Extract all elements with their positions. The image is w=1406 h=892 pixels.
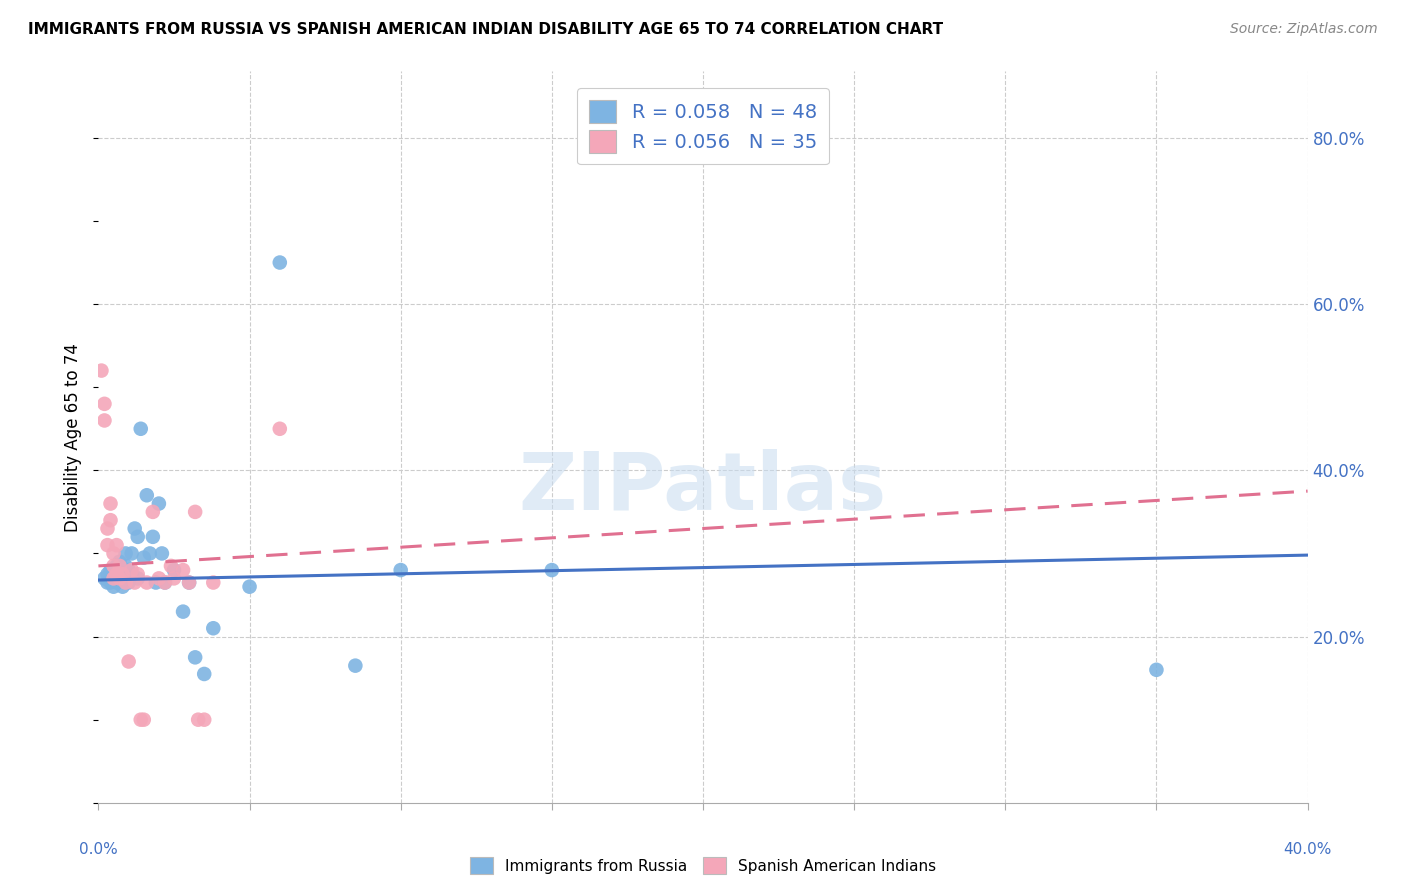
- Legend: R = 0.058   N = 48, R = 0.056   N = 35: R = 0.058 N = 48, R = 0.056 N = 35: [578, 88, 828, 164]
- Point: [111, 580, 134, 594]
- Point: [103, 580, 125, 594]
- Point: [172, 605, 194, 619]
- Point: [269, 255, 291, 269]
- Text: 40.0%: 40.0%: [1284, 842, 1331, 856]
- Point: [105, 575, 128, 590]
- Point: [124, 521, 146, 535]
- Point: [114, 567, 136, 582]
- Point: [150, 546, 173, 560]
- Point: [179, 575, 201, 590]
- Point: [127, 530, 149, 544]
- Point: [148, 497, 170, 511]
- Point: [135, 575, 157, 590]
- Point: [1144, 663, 1167, 677]
- Point: [114, 558, 136, 573]
- Point: [96, 538, 118, 552]
- Point: [184, 505, 207, 519]
- Point: [118, 655, 141, 669]
- Point: [269, 422, 291, 436]
- Point: [132, 550, 155, 565]
- Point: [389, 563, 412, 577]
- Text: ZIPatlas: ZIPatlas: [519, 450, 887, 527]
- Point: [148, 571, 170, 585]
- Point: [103, 546, 125, 560]
- Text: IMMIGRANTS FROM RUSSIA VS SPANISH AMERICAN INDIAN DISABILITY AGE 65 TO 74 CORREL: IMMIGRANTS FROM RUSSIA VS SPANISH AMERIC…: [28, 22, 943, 37]
- Point: [540, 563, 562, 577]
- Point: [105, 567, 128, 582]
- Point: [96, 521, 118, 535]
- Point: [193, 713, 215, 727]
- Point: [202, 575, 225, 590]
- Point: [239, 580, 262, 594]
- Point: [90, 363, 112, 377]
- Point: [105, 567, 128, 582]
- Point: [160, 558, 183, 573]
- Point: [132, 713, 155, 727]
- Point: [121, 546, 143, 560]
- Point: [124, 575, 146, 590]
- Point: [193, 667, 215, 681]
- Text: Source: ZipAtlas.com: Source: ZipAtlas.com: [1230, 22, 1378, 37]
- Point: [103, 558, 125, 573]
- Point: [163, 563, 186, 577]
- Point: [108, 571, 131, 585]
- Legend: Immigrants from Russia, Spanish American Indians: Immigrants from Russia, Spanish American…: [464, 851, 942, 880]
- Point: [187, 713, 209, 727]
- Point: [153, 575, 176, 590]
- Point: [179, 575, 201, 590]
- Point: [127, 571, 149, 585]
- Point: [129, 713, 152, 727]
- Point: [118, 563, 141, 577]
- Point: [108, 571, 131, 585]
- Y-axis label: Disability Age 65 to 74: Disability Age 65 to 74: [65, 343, 83, 532]
- Point: [114, 546, 136, 560]
- Point: [129, 422, 152, 436]
- Point: [111, 571, 134, 585]
- Point: [127, 567, 149, 582]
- Point: [108, 567, 131, 582]
- Point: [108, 555, 131, 569]
- Point: [96, 567, 118, 582]
- Point: [103, 571, 125, 585]
- Point: [96, 575, 118, 590]
- Point: [111, 567, 134, 582]
- Point: [142, 505, 165, 519]
- Point: [344, 658, 367, 673]
- Point: [103, 571, 125, 585]
- Point: [105, 558, 128, 573]
- Point: [100, 497, 122, 511]
- Point: [111, 563, 134, 577]
- Point: [142, 530, 165, 544]
- Point: [121, 563, 143, 577]
- Point: [139, 546, 162, 560]
- Point: [105, 538, 128, 552]
- Point: [202, 621, 225, 635]
- Point: [172, 563, 194, 577]
- Point: [114, 575, 136, 590]
- Point: [145, 575, 167, 590]
- Point: [93, 397, 115, 411]
- Point: [100, 575, 122, 590]
- Point: [93, 571, 115, 585]
- Point: [163, 571, 186, 585]
- Point: [184, 650, 207, 665]
- Point: [108, 558, 131, 573]
- Point: [100, 563, 122, 577]
- Point: [121, 567, 143, 582]
- Text: 0.0%: 0.0%: [79, 842, 118, 856]
- Point: [153, 575, 176, 590]
- Point: [100, 513, 122, 527]
- Point: [118, 575, 141, 590]
- Point: [93, 413, 115, 427]
- Point: [135, 488, 157, 502]
- Point: [103, 563, 125, 577]
